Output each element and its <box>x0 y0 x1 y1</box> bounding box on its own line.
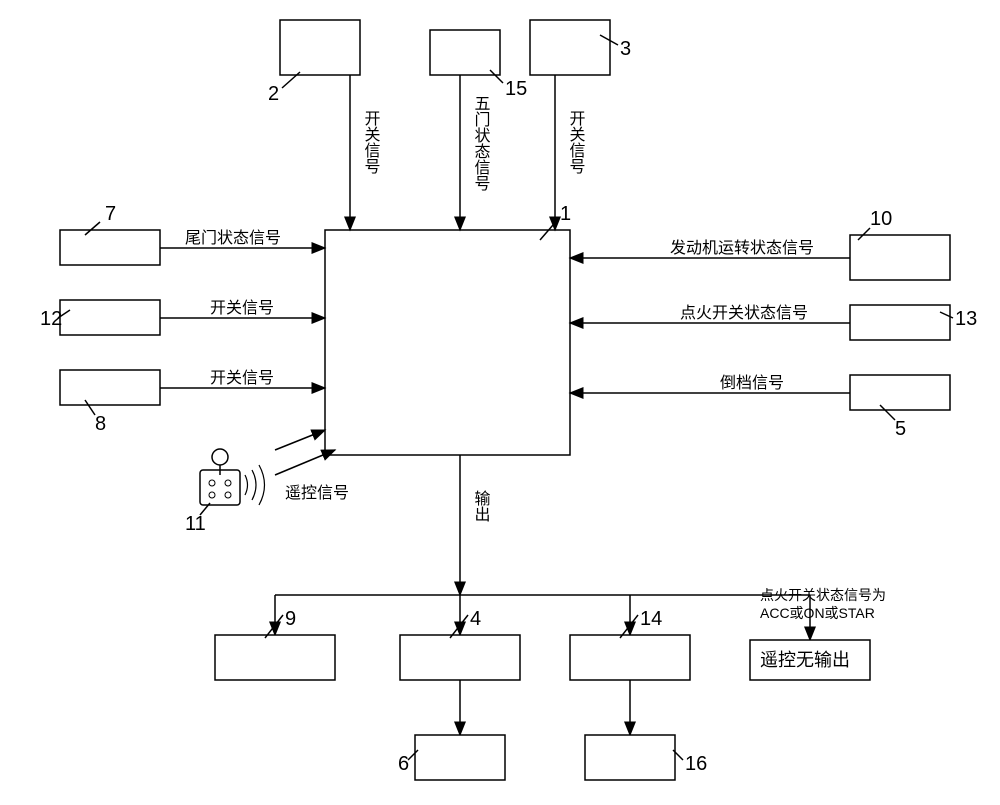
num-13: 13 <box>955 308 977 330</box>
num-2: 2 <box>268 83 279 105</box>
box-14 <box>570 635 690 680</box>
box-9 <box>215 635 335 680</box>
box-2 <box>280 20 360 75</box>
num-10: 10 <box>870 208 892 230</box>
box-8 <box>60 370 160 405</box>
num-6: 6 <box>398 753 409 775</box>
label-top2: 开关信号 <box>362 110 381 175</box>
box-10 <box>850 235 950 280</box>
box-13 <box>850 305 950 340</box>
num-3: 3 <box>620 38 631 60</box>
label-r13: 点火开关状态信号 <box>680 304 808 322</box>
label-r10: 发动机运转状态信号 <box>670 239 814 257</box>
num-9: 9 <box>285 608 296 630</box>
num-8: 8 <box>95 413 106 435</box>
label-no-output: 遥控无输出 <box>760 650 850 670</box>
label-l7: 尾门状态信号 <box>185 229 281 247</box>
label-cond2: ACC或ON或STAR <box>760 605 875 621</box>
num-12: 12 <box>40 308 62 330</box>
box-4 <box>400 635 520 680</box>
central-box <box>325 230 570 455</box>
box-12 <box>60 300 160 335</box>
num-15: 15 <box>505 78 527 100</box>
label-l8: 开关信号 <box>210 369 274 387</box>
box-6 <box>415 735 505 780</box>
label-l12: 开关信号 <box>210 299 274 317</box>
num-11: 11 <box>185 513 206 535</box>
label-top15: 五门状态信号 <box>472 95 491 192</box>
remote-key-icon <box>200 449 265 505</box>
num-5: 5 <box>895 418 906 440</box>
num-4: 4 <box>470 608 481 630</box>
box-7 <box>60 230 160 265</box>
diagram-canvas: 1 2 15 3 开关信号 五门状态信号 开关信号 7 12 8 尾门状态信号 … <box>0 0 1000 805</box>
label-remote: 遥控信号 <box>285 484 349 502</box>
label-cond1: 点火开关状态信号为 <box>760 587 886 603</box>
label-r5: 倒档信号 <box>720 374 784 392</box>
num-7: 7 <box>105 203 116 225</box>
box-15 <box>430 30 500 75</box>
label-1: 1 <box>560 203 571 225</box>
box-16 <box>585 735 675 780</box>
box-5 <box>850 375 950 410</box>
num-16: 16 <box>685 753 707 775</box>
box-3 <box>530 20 610 75</box>
label-output: 输出 <box>472 490 491 522</box>
num-14: 14 <box>640 608 662 630</box>
label-top3: 开关信号 <box>567 110 586 175</box>
